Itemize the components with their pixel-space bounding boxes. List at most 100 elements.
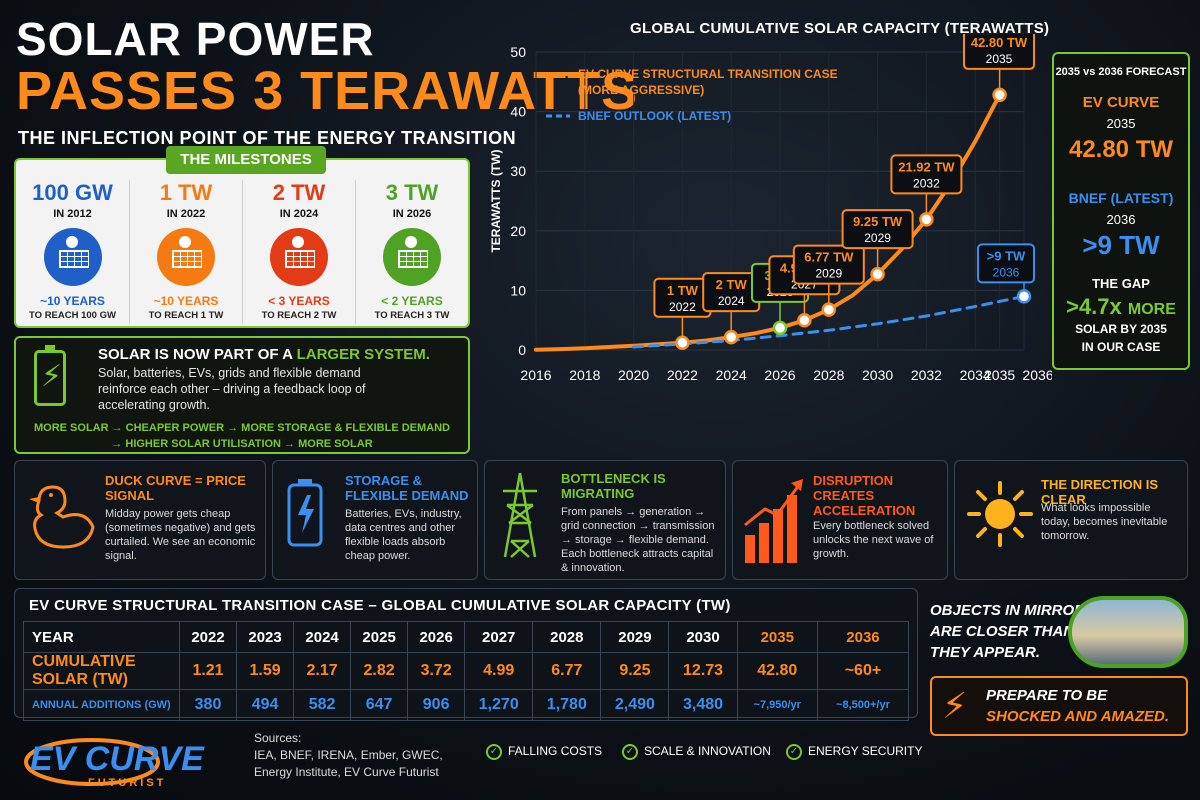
solar-panel-icon [43,228,102,286]
growth-chart-icon [744,479,803,563]
card-title: DISRUPTION CREATES ACCELERATION [813,473,916,518]
milestones-panel: THE MILESTONES 100 GW IN 2012 ~10 YEARS … [14,146,470,328]
milestone-reach: TO REACH 100 GW [29,310,116,321]
milestone-reach: TO REACH 2 TW [261,310,337,321]
annotation-year: 2029 [815,267,842,281]
data-point [675,335,690,351]
check-label: ENERGY SECURITY [808,744,923,759]
y-tick-label: 10 [510,282,526,298]
milestone-reach: TO REACH 1 TW [148,310,224,321]
year-cell: 2028 [532,621,602,653]
x-tick-label: 2028 [813,367,844,383]
add-cell: 2,490 [600,689,670,721]
milestone-value: 100 GW [32,180,113,205]
year-cell: 2027 [464,621,534,653]
card-title: THE DIRECTION IS CLEAR [1041,477,1159,507]
x-tick-label: 2024 [716,367,747,383]
add-cell: ~7,950/yr [736,689,818,721]
sources-label: Sources: [254,731,302,745]
year-cell: 2036 [816,621,910,653]
forecast-gap-value-row: >4.7x MORE [1054,294,1188,320]
cum-cell: ~60+ [816,652,910,690]
lightning-icon: ⚡ [942,685,968,726]
milestone-time: ~10 YEARS [153,294,219,308]
forecast-panel: 2035 vs 2036 FORECAST EV CURVE 2035 42.8… [1052,52,1190,370]
legend-label-ev-2: (MORE AGGRESSIVE) [578,83,704,97]
data-point [919,212,934,227]
x-tick-label: 2020 [618,367,649,383]
battery-icon: ⚡ [34,345,66,406]
bnef-series-line [632,294,1026,349]
annotation-label: 6.77 TW [804,250,854,265]
cum-cell: 4.99 [464,652,534,690]
y-axis-label: TERAWATTS (TW) [489,149,503,252]
y-tick-label: 50 [510,44,526,60]
system-heading-white: SOLAR IS NOW PART OF A [98,346,293,363]
row-header: ANNUAL ADDITIONS (GW) [23,689,180,721]
sources: Sources: IEA, BNEF, IRENA, Ember, GWEC, … [254,730,443,781]
y-tick-label: 30 [510,163,526,179]
card-text: Batteries, EVs, industry, data centres a… [345,508,462,562]
add-cell: 1,780 [532,689,602,721]
forecast-ev-value: 42.80 TW [1068,136,1174,163]
check-scale-innovation: ✓ SCALE & INNOVATION [622,744,771,760]
check-label: SCALE & INNOVATION [644,744,771,759]
ev-curve-logo: EV CURVE FUTURIST [24,738,205,789]
data-point [992,87,1007,103]
legend-label-bnef: BNEF OUTLOOK (LATEST) [578,109,731,123]
y-tick-label: 20 [510,223,526,239]
logo-sub-text: FUTURIST [88,777,166,789]
pylon-icon [503,472,537,558]
cum-cell: 12.73 [668,652,738,690]
forecast-bnef-value: >9 TW [1082,230,1160,260]
data-point [821,302,837,317]
cum-cell: 2.82 [350,652,409,690]
annotation-label: 9.25 TW [853,214,903,229]
milestone-year: IN 2012 [53,208,92,220]
add-cell: 906 [407,689,466,721]
forecast-gap-line-3: IN OUR CASE [1081,340,1161,354]
cum-cell: 3.72 [407,652,466,690]
forecast-gap-value: >4.7x [1066,294,1122,319]
title-line-2: PASSES 3 TERAWATTS [16,61,639,121]
add-cell: 1,270 [464,689,534,721]
annotation-year: 2029 [864,231,891,245]
x-tick-label: 2026 [764,367,795,383]
prepare-line-1: PREPARE TO BE [986,687,1108,704]
system-flow-line-2: → HIGHER SOLAR UTILISATION → MORE SOLAR [111,438,373,450]
forecast-ev-label: EV CURVE [1082,94,1160,111]
card-text: Midday power gets cheap (sometimes negat… [105,508,256,562]
milestones-title: THE MILESTONES [166,146,326,174]
forecast-bnef-year: 2036 [1106,212,1136,227]
sources-line-2: Energy Institute, EV Curve Futurist [254,765,439,779]
row-header: CUMULATIVE SOLAR (TW) [23,652,180,690]
year-cell: 2022 [178,621,238,653]
annotation-year: 2024 [718,294,745,308]
mirror-line-3: THEY APPEAR. [930,644,1041,661]
sources-line-1: IEA, BNEF, IRENA, Ember, GWEC, [254,748,443,762]
add-cell: ~8,500+/yr [816,689,910,721]
table-row-additions: ANNUAL ADDITIONS (GW) 380 494 582 647 90… [23,689,910,721]
check-energy-security: ✓ ENERGY SECURITY [786,744,922,760]
data-point [1016,289,1032,304]
year-cell: 2026 [407,621,466,653]
milestone-100gw: 100 GW IN 2012 ~10 YEARS TO REACH 100 GW [16,180,129,324]
annotation-year: 2032 [913,176,940,190]
mirror-text: OBJECTS IN MIRROR ARE CLOSER THAN THEY A… [930,600,1085,663]
forecast-gap-line-2: SOLAR BY 2035 [1075,322,1167,336]
cum-cell: 1.59 [236,652,295,690]
subtitle: THE INFLECTION POINT OF THE ENERGY TRANS… [18,128,517,148]
annotation-box [792,244,865,285]
annotation-box [841,209,914,250]
cum-cell: 2.17 [293,652,352,690]
annotation-label: 2 TW [716,277,748,292]
larger-system-panel: ⚡ SOLAR IS NOW PART OF A LARGER SYSTEM. … [14,336,470,454]
card-disruption: DISRUPTION CREATES ACCELERATION Every bo… [732,460,948,580]
system-text: Solar, batteries, EVs, grids and flexibl… [98,366,366,412]
check-falling-costs: ✓ FALLING COSTS [486,744,602,760]
annotation-box [890,154,963,195]
card-storage: STORAGE & FLEXIBLE DEMAND Batteries, EVs… [272,460,478,580]
data-point [772,320,788,336]
table-row-cumulative: CUMULATIVE SOLAR (TW) 1.21 1.59 2.17 2.8… [23,652,910,690]
